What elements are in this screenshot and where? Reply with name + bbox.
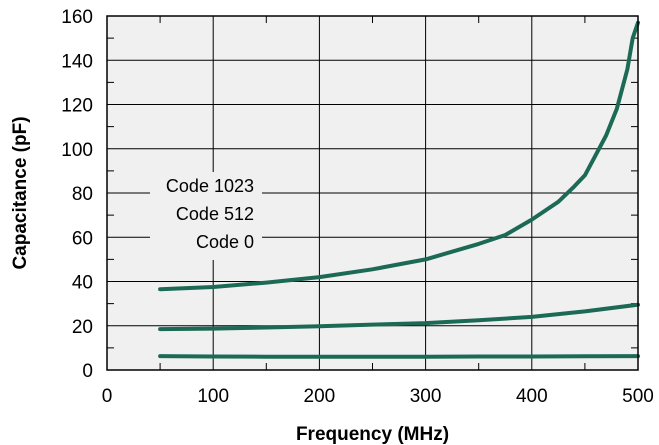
x-axis-title: Frequency (MHz) xyxy=(296,424,449,445)
x-tick-label: 0 xyxy=(102,386,113,407)
y-tick-label: 60 xyxy=(72,228,93,249)
plot-frame xyxy=(106,15,639,371)
y-tick-label: 40 xyxy=(72,273,93,294)
series-line-code-1023 xyxy=(158,20,640,292)
series-annotation-label: Code 1023 xyxy=(166,176,254,196)
x-tick-label: 300 xyxy=(410,386,442,407)
series-layer xyxy=(158,20,640,359)
y-axis-title: Capacitance (pF) xyxy=(10,116,31,269)
series-annotation-label: Code 0 xyxy=(196,232,254,252)
y-tick-labels: 0 20 40 60 80 100 120 140 160 xyxy=(61,7,93,382)
x-tick-label: 200 xyxy=(304,386,336,407)
x-tick-label: 100 xyxy=(197,386,229,407)
series-line-code-512 xyxy=(158,302,640,332)
y-tick-label: 100 xyxy=(61,140,93,161)
series-annotation-label: Code 512 xyxy=(176,204,254,224)
x-tick-label: 400 xyxy=(516,386,548,407)
y-tick-label: 120 xyxy=(61,96,93,117)
series-line-code-0 xyxy=(158,354,640,359)
y-tick-label: 20 xyxy=(72,317,93,338)
y-tick-label: 140 xyxy=(61,51,93,72)
y-tick-label: 160 xyxy=(61,7,93,28)
series-annotations: Code 1023 Code 512 Code 0 xyxy=(150,172,262,260)
x-tick-labels: 0 100 200 300 400 500 xyxy=(102,386,654,407)
y-tick-label: 0 xyxy=(82,361,93,382)
annotation-box xyxy=(150,172,262,260)
x-tick-label: 500 xyxy=(622,386,654,407)
y-tick-label: 80 xyxy=(72,184,93,205)
minor-tick-layer xyxy=(107,16,638,370)
